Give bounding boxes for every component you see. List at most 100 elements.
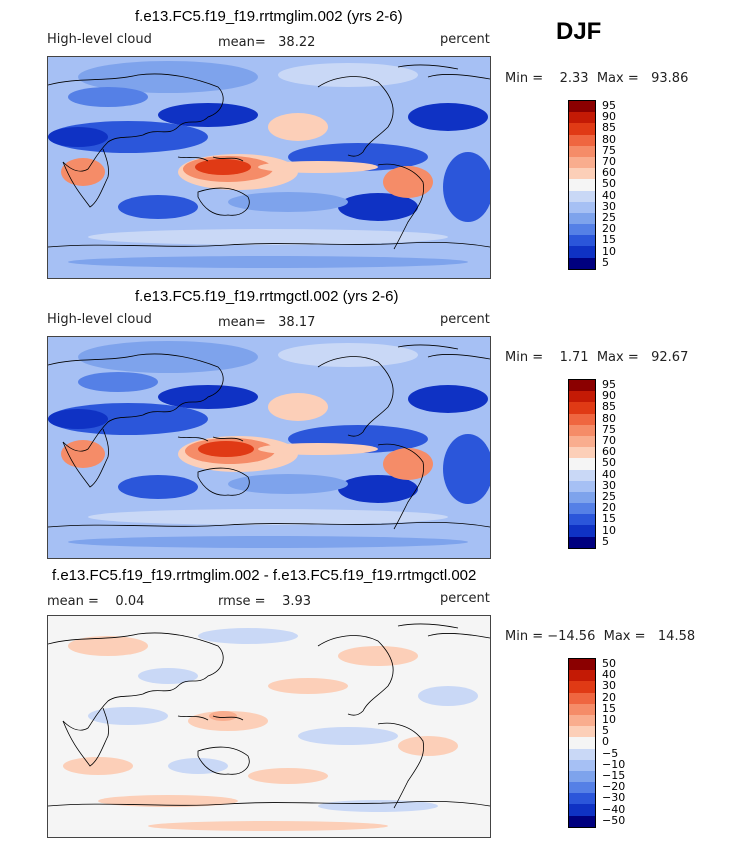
colorbar-tick-label: 25 — [602, 211, 616, 224]
colorbar-swatch — [569, 491, 595, 504]
colorbar-tick-label: 60 — [602, 445, 616, 459]
colorbar-swatch — [569, 246, 595, 258]
colorbar-tick-label: 40 — [602, 188, 616, 202]
colorbar-swatch — [569, 235, 595, 247]
colorbar-swatch — [569, 257, 595, 269]
colorbar-tick-label: −5 — [602, 746, 619, 760]
panel1-mean: mean= 38.22 — [218, 35, 316, 50]
colorbar-swatch — [569, 793, 595, 805]
panel2-colorbar — [568, 379, 596, 549]
colorbar-swatch — [569, 692, 595, 704]
panel2-mean: mean= 38.17 — [218, 315, 316, 330]
colorbar-swatch — [569, 804, 595, 816]
colorbar-tick-label: −10 — [602, 757, 626, 771]
colorbar-swatch — [569, 447, 595, 459]
panel1-map — [47, 56, 491, 279]
colorbar-swatch — [569, 435, 595, 448]
colorbar-swatch — [569, 703, 595, 715]
colorbar-tick-label: 20 — [602, 690, 616, 704]
colorbar-swatch — [569, 156, 595, 169]
colorbar-tick-label: 30 — [602, 478, 616, 492]
panel3-units: percent — [440, 591, 490, 606]
colorbar-swatch — [569, 469, 595, 481]
colorbar-swatch — [569, 190, 595, 202]
panel3-mean: mean = 0.04 — [47, 594, 145, 609]
colorbar-swatch — [569, 759, 595, 771]
colorbar-swatch — [569, 503, 595, 515]
colorbar-tick-label: 20 — [602, 222, 616, 236]
colorbar-swatch — [569, 681, 595, 693]
colorbar-swatch — [569, 514, 595, 526]
panel1-min-max: Min = 2.33 Max = 93.86 — [505, 71, 689, 86]
colorbar-tick-label: −15 — [602, 769, 626, 782]
colorbar-swatch — [569, 670, 595, 682]
panel1-title: f.e13.FC5.f19_f19.rrtmglim.002 (yrs 2-6) — [135, 8, 403, 25]
colorbar-swatch — [569, 101, 595, 113]
colorbar-tick-label: 75 — [602, 422, 616, 436]
colorbar-tick-label: 75 — [602, 143, 616, 157]
colorbar-swatch — [569, 458, 595, 470]
colorbar-tick-label: 80 — [602, 132, 616, 146]
colorbar-tick-label: 25 — [602, 490, 616, 503]
colorbar-swatch — [569, 123, 595, 135]
colorbar-tick-label: 30 — [602, 199, 616, 213]
panel3-min-max: Min = −14.56 Max = 14.58 — [505, 629, 696, 644]
season-label: DJF — [556, 18, 602, 45]
colorbar-tick-label: 50 — [602, 177, 616, 191]
colorbar-swatch — [569, 402, 595, 414]
panel1-units: percent — [440, 32, 490, 47]
colorbar-tick-label: 50 — [602, 657, 616, 670]
colorbar-tick-label: 70 — [602, 155, 616, 168]
colorbar-tick-label: 5 — [602, 534, 609, 548]
colorbar-swatch — [569, 179, 595, 191]
colorbar-swatch — [569, 168, 595, 180]
panel3-map — [47, 615, 491, 838]
colorbar-swatch — [569, 145, 595, 157]
colorbar-tick-label: −20 — [602, 780, 626, 794]
colorbar-tick-label: 60 — [602, 166, 616, 180]
colorbar-tick-label: 95 — [602, 99, 616, 112]
colorbar-tick-label: 40 — [602, 467, 616, 481]
panel1-field-label: High-level cloud — [47, 32, 152, 47]
panel2-field-label: High-level cloud — [47, 312, 152, 327]
colorbar-swatch — [569, 413, 595, 425]
colorbar-swatch — [569, 391, 595, 403]
colorbar-swatch — [569, 212, 595, 225]
colorbar-tick-label: 85 — [602, 121, 616, 135]
colorbar-tick-label: −30 — [602, 791, 626, 805]
colorbar-tick-label: 90 — [602, 389, 616, 403]
colorbar-tick-label: 40 — [602, 668, 616, 682]
panel1-colorbar — [568, 100, 596, 270]
colorbar-tick-label: −40 — [602, 802, 626, 816]
colorbar-swatch — [569, 815, 595, 827]
colorbar-swatch — [569, 525, 595, 537]
colorbar-swatch — [569, 424, 595, 436]
colorbar-swatch — [569, 714, 595, 727]
colorbar-swatch — [569, 726, 595, 738]
colorbar-tick-label: 20 — [602, 501, 616, 515]
colorbar-tick-label: 15 — [602, 233, 616, 247]
colorbar-tick-label: 30 — [602, 679, 616, 693]
colorbar-swatch — [569, 380, 595, 392]
panel2-min-max: Min = 1.71 Max = 92.67 — [505, 350, 689, 365]
colorbar-tick-label: 10 — [602, 713, 616, 726]
colorbar-tick-label: 70 — [602, 434, 616, 447]
panel3-title: f.e13.FC5.f19_f19.rrtmglim.002 - f.e13.F… — [52, 567, 477, 584]
colorbar-tick-label: −50 — [602, 813, 626, 827]
panel2-map — [47, 336, 491, 559]
panel2-title: f.e13.FC5.f19_f19.rrtmgctl.002 (yrs 2-6) — [135, 288, 399, 305]
colorbar-swatch — [569, 536, 595, 548]
colorbar-tick-label: 90 — [602, 110, 616, 124]
colorbar-tick-label: 5 — [602, 724, 609, 738]
colorbar-swatch — [569, 112, 595, 124]
colorbar-tick-label: 0 — [602, 735, 609, 749]
colorbar-swatch — [569, 201, 595, 213]
colorbar-tick-label: 10 — [602, 244, 616, 258]
colorbar-swatch — [569, 737, 595, 749]
colorbar-tick-label: 80 — [602, 411, 616, 425]
colorbar-tick-label: 5 — [602, 255, 609, 269]
panel2-colorbar-swatches — [569, 380, 595, 548]
panel3-colorbar-swatches — [569, 659, 595, 827]
colorbar-tick-label: 95 — [602, 378, 616, 391]
colorbar-swatch — [569, 770, 595, 783]
